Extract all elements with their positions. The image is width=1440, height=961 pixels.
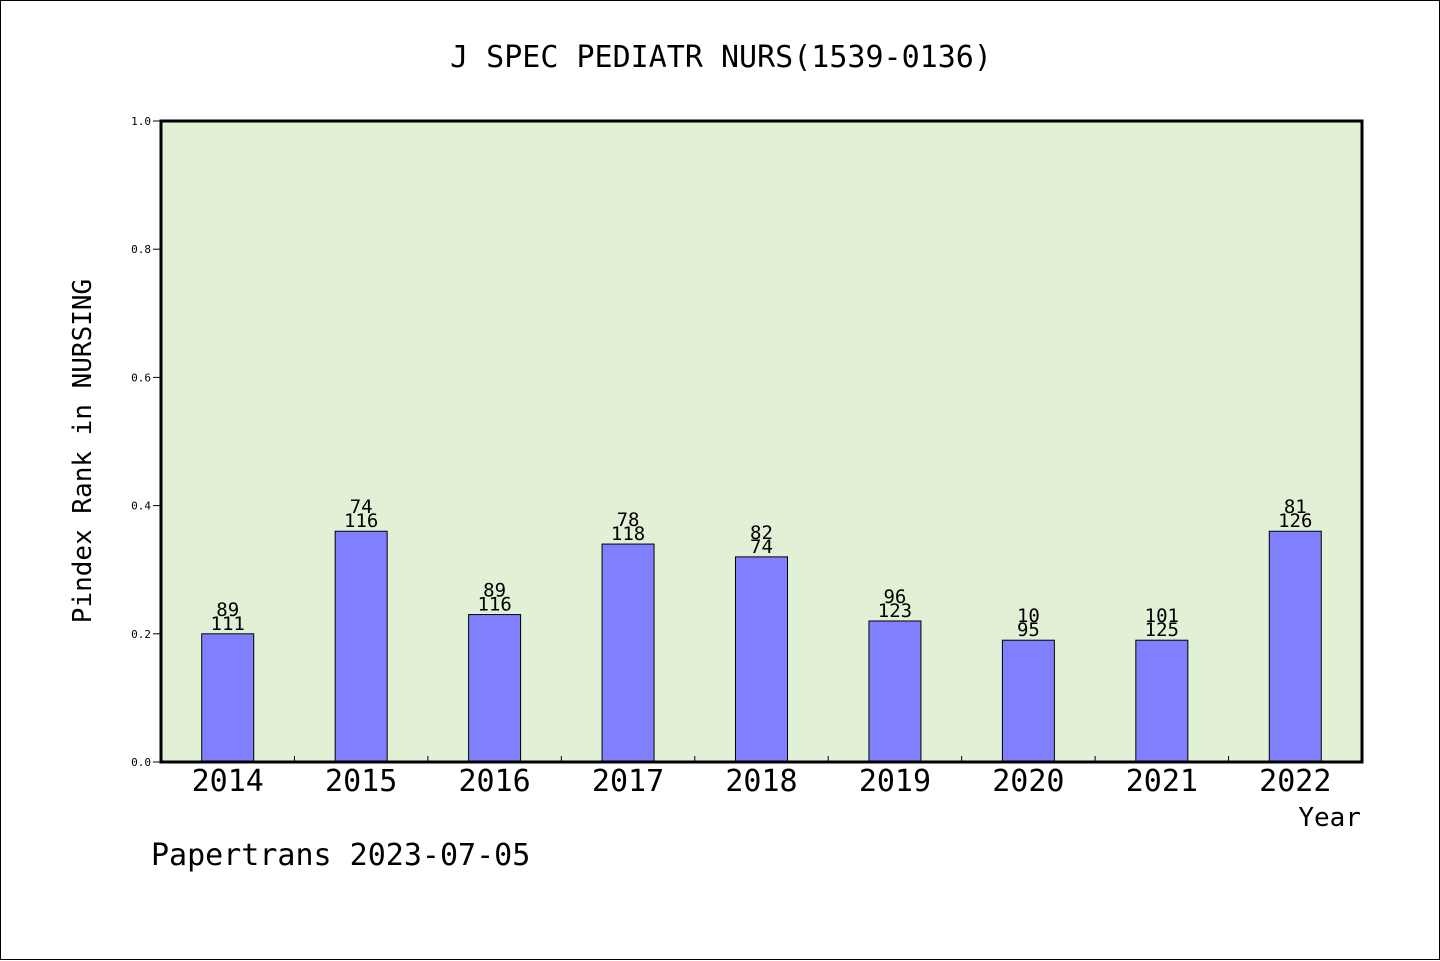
bar bbox=[334, 530, 388, 763]
x-axis-label: Year bbox=[1298, 803, 1361, 833]
bar-label-bottom: 123 bbox=[878, 600, 912, 622]
x-tick-label: 2020 bbox=[992, 764, 1064, 799]
bar-label-top: 82 bbox=[750, 522, 773, 544]
y-tick-label: 0.4 bbox=[131, 500, 151, 513]
x-tick-label: 2022 bbox=[1259, 764, 1331, 799]
bar-label-bottom: 95 bbox=[1017, 619, 1040, 641]
bar-label-top: 74 bbox=[350, 496, 373, 518]
y-axis-label: Pindex Rank in NURSING bbox=[68, 279, 98, 623]
bar bbox=[468, 614, 522, 763]
bar bbox=[735, 556, 788, 763]
bar-label-bottom: 116 bbox=[477, 594, 511, 616]
x-axis: 2014 2015 2016 2017 2018 2019 2020 2021 2022 bbox=[192, 756, 1331, 799]
x-tick-label: 2021 bbox=[1126, 764, 1198, 799]
y-tick-label: 0.8 bbox=[131, 243, 151, 256]
bar bbox=[1268, 530, 1322, 763]
bar-label-bottom: 118 bbox=[611, 523, 645, 545]
chart-title: J SPEC PEDIATR NURS(1539-0136) bbox=[450, 40, 992, 75]
bar bbox=[1135, 639, 1189, 763]
bar-series: 1118911674116891187874821239695101251011… bbox=[201, 496, 1322, 763]
x-tick-label: 2016 bbox=[458, 764, 530, 799]
bar bbox=[201, 633, 255, 763]
bar-label-bottom: 111 bbox=[211, 613, 245, 635]
footer-stamp: Papertrans 2023-07-05 bbox=[151, 838, 530, 873]
bar-label-bottom: 74 bbox=[750, 536, 773, 558]
x-tick-label: 2015 bbox=[325, 764, 397, 799]
bar-label-top: 89 bbox=[483, 580, 506, 602]
x-tick-label: 2018 bbox=[725, 764, 797, 799]
x-tick-label: 2017 bbox=[592, 764, 664, 799]
bar-label-bottom: 126 bbox=[1278, 510, 1312, 532]
plot-border bbox=[159, 119, 1364, 764]
bar bbox=[1001, 639, 1055, 763]
y-axis: 0.0 0.2 0.4 0.6 0.8 1.0 bbox=[131, 115, 161, 769]
bar-label-bottom: 125 bbox=[1145, 619, 1179, 641]
y-tick-label: 0.6 bbox=[131, 371, 151, 384]
x-tick-label: 2014 bbox=[192, 764, 264, 799]
bar-label-top: 81 bbox=[1284, 496, 1307, 518]
bar bbox=[868, 620, 922, 763]
bar-label-top: 89 bbox=[216, 599, 239, 621]
bar-label-top: 101 bbox=[1145, 605, 1179, 627]
bar-label-top: 78 bbox=[617, 509, 640, 531]
y-tick-label: 0.0 bbox=[131, 756, 151, 769]
y-tick-label: 0.2 bbox=[131, 628, 151, 641]
x-tick-label: 2019 bbox=[859, 764, 931, 799]
bar-label-top: 96 bbox=[883, 586, 906, 608]
y-tick-label: 1.0 bbox=[131, 115, 151, 128]
bar-label-bottom: 116 bbox=[344, 510, 378, 532]
bar-label-top: 10 bbox=[1017, 605, 1040, 627]
bar bbox=[601, 543, 655, 763]
